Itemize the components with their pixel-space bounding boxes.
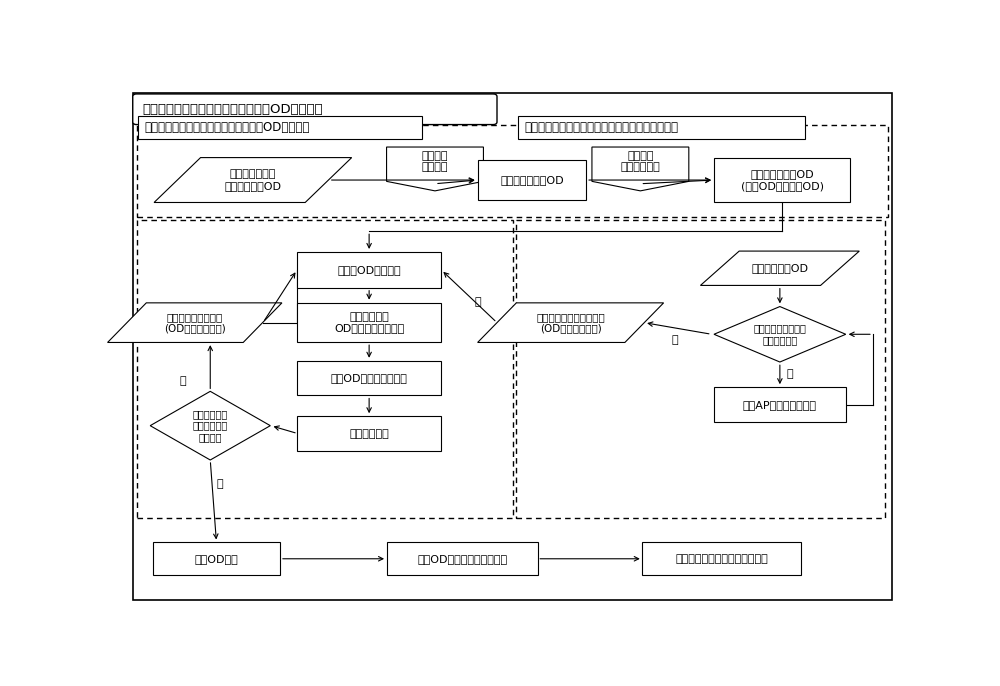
Text: 分时路段
流量调查数据: 分时路段 流量调查数据 [620,151,660,172]
Text: 否: 否 [786,370,793,379]
FancyBboxPatch shape [297,252,441,288]
Text: 小时级出行分布特征矩阵
(OD估计约束条件): 小时级出行分布特征矩阵 (OD估计约束条件) [536,312,605,333]
Polygon shape [387,147,483,191]
Text: 次干路以上道路动态流量、速度: 次干路以上道路动态流量、速度 [675,554,768,564]
Text: 是: 是 [672,335,679,345]
Polygon shape [700,251,859,285]
Text: 动态OD矩阵与交通分配结果: 动态OD矩阵与交通分配结果 [417,554,507,564]
FancyBboxPatch shape [714,158,850,202]
FancyBboxPatch shape [297,361,441,395]
Polygon shape [714,307,846,362]
FancyBboxPatch shape [133,94,497,125]
Polygon shape [150,391,270,460]
Text: 基于断面流量和出行分布特征的极大熵OD估计模型: 基于断面流量和出行分布特征的极大熵OD估计模型 [144,121,310,134]
Text: 小汽车出行初筛OD: 小汽车出行初筛OD [500,175,564,185]
FancyBboxPatch shape [297,416,441,451]
Text: 基于遗传法的
OD估计模型求解方法: 基于遗传法的 OD估计模型求解方法 [334,312,404,333]
FancyBboxPatch shape [297,303,441,342]
FancyBboxPatch shape [642,543,801,575]
FancyBboxPatch shape [153,543,280,575]
Text: 基于信令数据和流量调查数据的先验OD生成方法: 基于信令数据和流量调查数据的先验OD生成方法 [142,103,323,116]
Polygon shape [108,303,282,342]
Text: 小汽车出行校准OD
(动态OD估计先验OD): 小汽车出行校准OD (动态OD估计先验OD) [741,169,824,191]
Text: 出行方式
调查数据: 出行方式 调查数据 [422,151,448,172]
Text: 浮动车样本需求分析
是否满足需求: 浮动车样本需求分析 是否满足需求 [753,324,806,345]
FancyBboxPatch shape [133,93,892,600]
Text: 交通分配模型: 交通分配模型 [349,429,389,438]
Text: 完成OD估计: 完成OD估计 [195,554,238,564]
FancyBboxPatch shape [478,161,586,200]
FancyBboxPatch shape [518,116,805,139]
Text: 基于AP算法的小区聚类: 基于AP算法的小区聚类 [743,399,817,410]
Text: 极大熵OD估计模型: 极大熵OD估计模型 [337,265,401,275]
Polygon shape [154,158,352,202]
FancyBboxPatch shape [714,388,846,422]
Text: 流量精度检验
出行分布特征
精度检验: 流量精度检验 出行分布特征 精度检验 [193,409,228,442]
Text: 是: 是 [474,297,481,307]
Polygon shape [592,147,689,191]
FancyBboxPatch shape [138,116,422,139]
Text: 否: 否 [180,376,186,386]
Text: 是: 是 [216,479,223,488]
Polygon shape [478,303,664,342]
FancyBboxPatch shape [387,543,538,575]
Text: 小时级浮动车OD: 小时级浮动车OD [751,263,808,273]
Text: 小时级骨干道路流量
(OD估计约束条件): 小时级骨干道路流量 (OD估计约束条件) [164,312,226,333]
Text: 动态OD矩阵（待检验）: 动态OD矩阵（待检验） [331,373,408,383]
Text: 基于信令数据的
小时级全方式OD: 基于信令数据的 小时级全方式OD [224,169,281,191]
Text: 基于浮动车数据的交通小区出行分布比例估计模型: 基于浮动车数据的交通小区出行分布比例估计模型 [524,121,678,134]
